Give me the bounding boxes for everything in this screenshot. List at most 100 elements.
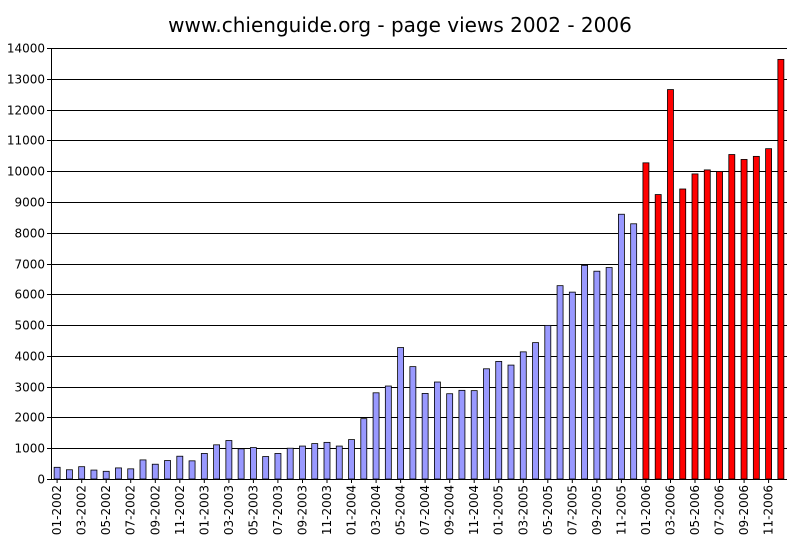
bar-09-2002 <box>151 463 159 480</box>
bar-07-2002 <box>127 468 135 480</box>
y-tick-label: 3000 <box>14 381 45 395</box>
y-tick-label: 1000 <box>14 442 45 456</box>
bar-12-2003 <box>335 445 343 480</box>
y-tick-label: 4000 <box>14 350 45 364</box>
bar-07-2005 <box>568 291 576 480</box>
bar-01-2004 <box>348 439 355 480</box>
y-tick-label: 12000 <box>7 104 45 118</box>
x-tick-label: 05-2004 <box>394 485 408 535</box>
bar-01-2002 <box>53 466 61 480</box>
bar-07-2004 <box>421 393 429 480</box>
bar-10-2004 <box>458 389 466 480</box>
bar-06-2006 <box>703 169 711 480</box>
bar-12-2004 <box>483 368 490 480</box>
x-tick-label: 05-2005 <box>541 485 555 535</box>
bar-02-2006 <box>654 194 662 480</box>
bar-09-2003 <box>299 445 306 480</box>
bar-05-2005 <box>544 324 552 480</box>
x-tick-label: 07-2004 <box>418 485 432 535</box>
bar-06-2005 <box>556 285 564 480</box>
x-tick-label: 07-2002 <box>124 485 138 535</box>
bar-08-2003 <box>286 447 294 480</box>
x-tick-label: 11-2003 <box>320 485 334 535</box>
x-tick-label: 09-2005 <box>590 485 604 535</box>
x-tick-label: 03-2003 <box>222 485 236 535</box>
bar-08-2005 <box>581 264 588 480</box>
bar-05-2002 <box>102 470 110 480</box>
bar-06-2003 <box>262 456 270 480</box>
y-tick-labels: 0 1000 2000 3000 4000 5000 6000 7000 8000 9000 100… <box>7 42 45 487</box>
x-tick-label: 03-2005 <box>516 485 530 535</box>
y-tick-label: 14000 <box>7 42 45 56</box>
x-tick-label: 11-2005 <box>614 485 628 535</box>
y-tick-label: 5000 <box>14 319 45 333</box>
bar-06-2004 <box>409 366 417 480</box>
bar-04-2002 <box>90 469 98 480</box>
bar-03-2006 <box>667 89 674 480</box>
y-tick-label: 8000 <box>14 227 45 241</box>
bar-12-2005 <box>630 223 638 480</box>
bar-10-2006 <box>752 155 760 480</box>
x-tick-label: 07-2003 <box>271 485 285 535</box>
bar-01-2005 <box>495 360 503 480</box>
x-tick-label: 11-2006 <box>762 485 776 535</box>
bar-11-2004 <box>470 390 478 480</box>
bar-05-2006 <box>691 173 699 480</box>
bar-01-2003 <box>200 453 208 480</box>
bar-10-2003 <box>311 443 319 480</box>
bar-07-2003 <box>274 453 282 480</box>
bar-09-2005 <box>593 270 601 480</box>
bar-07-2006 <box>716 171 723 480</box>
y-tick-label: 9000 <box>14 196 45 210</box>
bar-03-2005 <box>519 351 527 480</box>
bar-09-2006 <box>740 159 748 480</box>
x-tick-label: 01-2005 <box>492 485 506 535</box>
x-tick-label: 01-2002 <box>50 485 64 535</box>
x-tick-label: 03-2006 <box>664 485 678 535</box>
bar-02-2004 <box>360 418 368 480</box>
bar-12-2002 <box>188 460 196 480</box>
bar-12-2006 <box>777 58 785 480</box>
bar-04-2005 <box>532 342 539 480</box>
bar-11-2002 <box>176 455 184 480</box>
bar-08-2006 <box>728 154 736 480</box>
x-tick-label: 03-2002 <box>75 485 89 535</box>
bar-03-2002 <box>78 466 86 480</box>
y-tick-label: 2000 <box>14 411 45 425</box>
x-tick-label: 11-2004 <box>467 485 481 535</box>
bar-05-2003 <box>249 447 257 480</box>
x-tick-labels: 01-2002 03-2002 05-2002 07-2002 09-2002 11-20… <box>50 485 776 535</box>
bar-02-2005 <box>507 364 515 480</box>
bar-11-2003 <box>323 441 331 480</box>
x-tick-label: 07-2005 <box>565 485 579 535</box>
bar-04-2004 <box>384 385 392 480</box>
bar-02-2002 <box>66 469 73 480</box>
x-tick-label: 05-2006 <box>688 485 702 535</box>
x-tick-label: 01-2006 <box>639 485 653 535</box>
x-tick-label: 05-2003 <box>246 485 260 535</box>
bar-08-2004 <box>433 381 441 480</box>
x-tick-label: 07-2006 <box>713 485 727 535</box>
axes <box>51 48 787 480</box>
y-tick-label: 7000 <box>14 258 45 272</box>
x-tick-label: 09-2006 <box>737 485 751 535</box>
y-tick-label: 0 <box>37 473 45 487</box>
x-tick-label: 09-2002 <box>148 485 162 535</box>
bar-01-2006 <box>642 162 650 480</box>
bars <box>53 58 785 480</box>
y-tick-label: 11000 <box>7 134 45 148</box>
x-tick-label: 11-2002 <box>173 485 187 535</box>
bar-08-2002 <box>139 459 147 480</box>
bar-11-2006 <box>765 148 772 480</box>
bar-10-2002 <box>164 460 171 480</box>
bar-03-2003 <box>225 440 233 480</box>
bar-09-2004 <box>446 393 454 480</box>
gridlines <box>47 48 787 483</box>
y-tick-label: 13000 <box>7 73 45 87</box>
bar-11-2005 <box>618 213 625 480</box>
x-tick-label: 09-2004 <box>443 485 457 535</box>
x-tick-label: 03-2004 <box>369 485 383 535</box>
bar-03-2004 <box>372 392 380 480</box>
x-tick-label: 09-2003 <box>296 485 310 535</box>
